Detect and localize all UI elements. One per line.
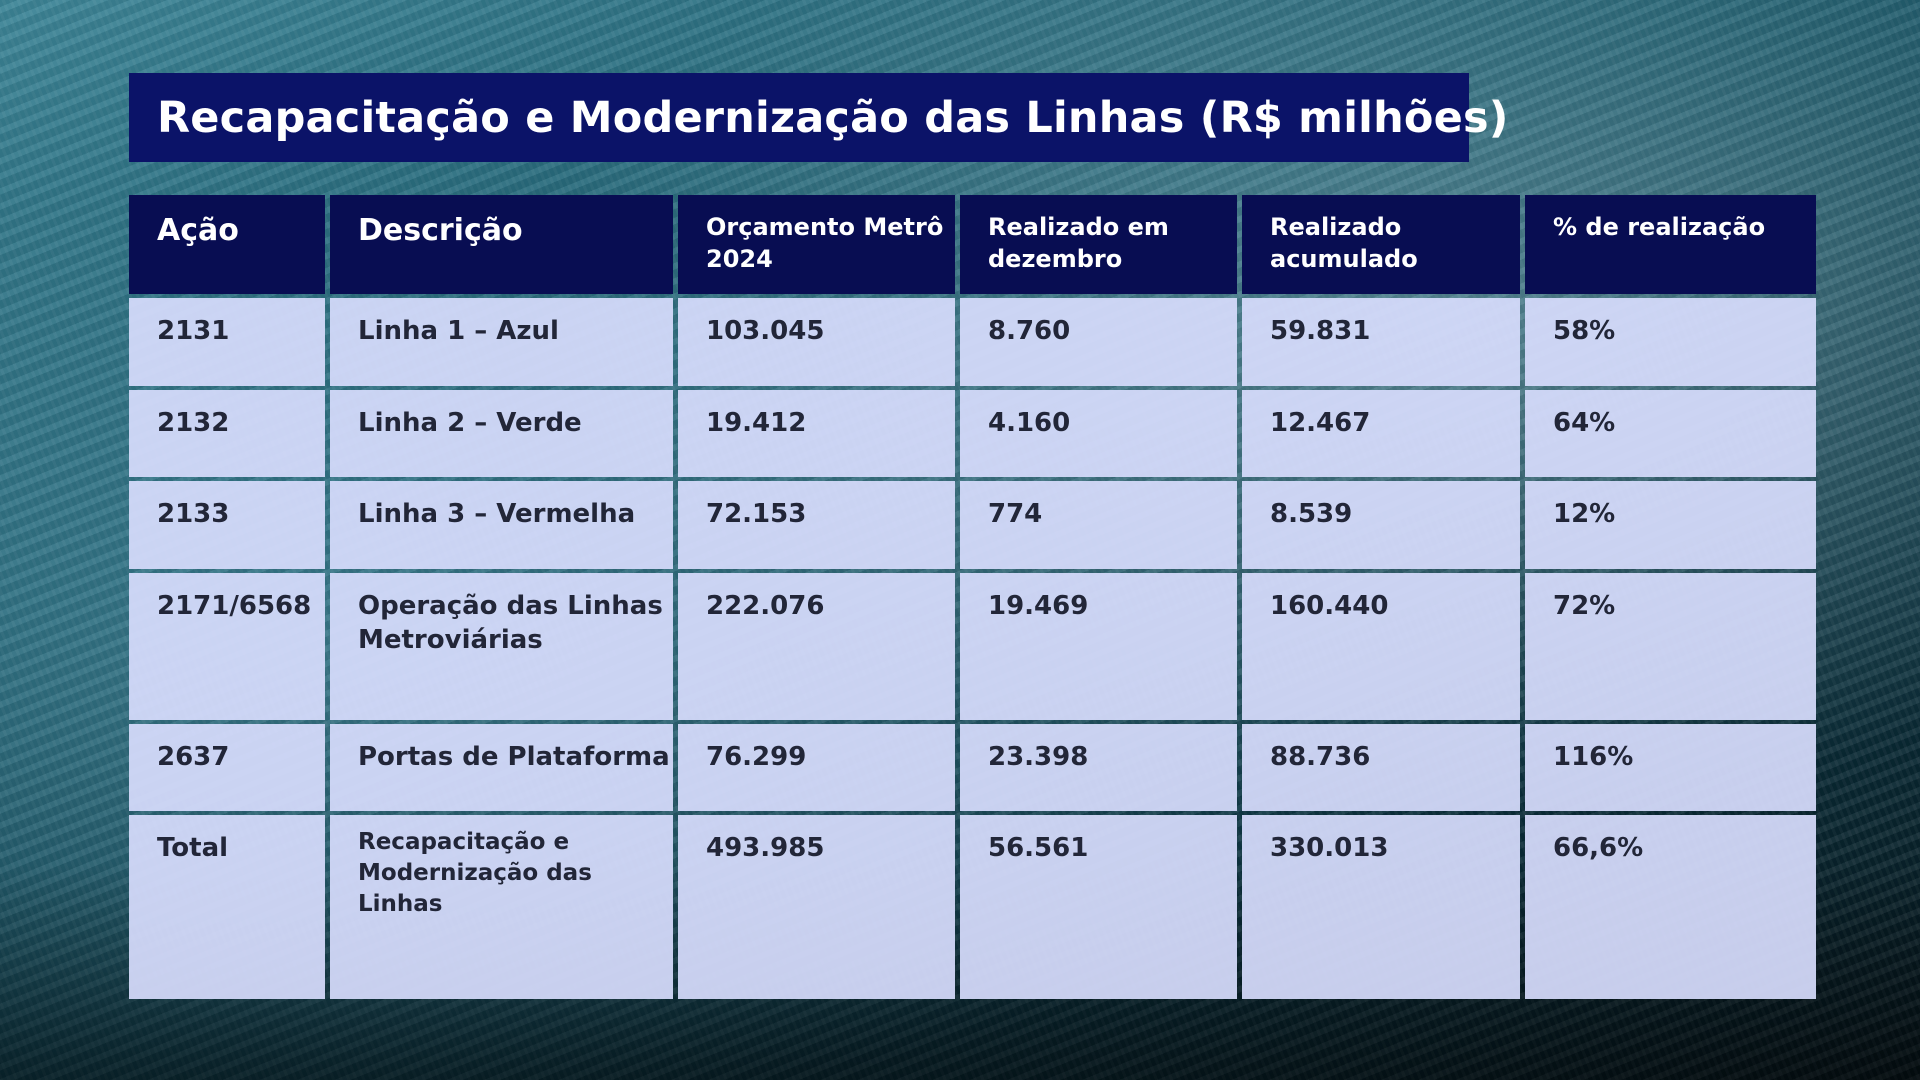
cell-percentual: 12%	[1525, 481, 1816, 569]
cell-realizado-dezembro: 56.561	[960, 815, 1237, 999]
table-row: 2133 Linha 3 – Vermelha 72.153 774 8.539…	[129, 481, 1816, 569]
table-row-total: Total Recapacitação e Modernização das L…	[129, 815, 1816, 999]
cell-realizado-acumulado: 88.736	[1242, 723, 1520, 812]
cell-percentual: 116%	[1525, 723, 1816, 812]
budget-table-container: Ação Descrição Orçamento Metrô 2024 Real…	[129, 195, 1816, 1007]
table-row: 2171/6568 Operação das Linhas Metroviári…	[129, 572, 1816, 720]
cell-orcamento: 493.985	[678, 815, 955, 999]
cell-orcamento: 76.299	[678, 723, 955, 812]
cell-realizado-acumulado: 8.539	[1242, 481, 1520, 569]
page-title: Recapacitação e Modernização das Linhas …	[157, 92, 1509, 143]
cell-percentual: 72%	[1525, 572, 1816, 720]
column-header-realizado-acumulado: Realizado acumulado	[1242, 195, 1520, 294]
cell-realizado-acumulado: 59.831	[1242, 298, 1520, 386]
cell-descricao: Portas de Plataforma	[330, 723, 673, 812]
cell-descricao: Linha 2 – Verde	[330, 389, 673, 478]
cell-realizado-dezembro: 774	[960, 481, 1237, 569]
column-header-realizado-dezembro: Realizado em dezembro	[960, 195, 1237, 294]
cell-realizado-dezembro: 4.160	[960, 389, 1237, 478]
cell-percentual: 66,6%	[1525, 815, 1816, 999]
cell-realizado-acumulado: 160.440	[1242, 572, 1520, 720]
table-row: 2131 Linha 1 – Azul 103.045 8.760 59.831…	[129, 298, 1816, 386]
cell-descricao: Linha 1 – Azul	[330, 298, 673, 386]
cell-acao: 2637	[129, 723, 325, 812]
cell-acao: Total	[129, 815, 325, 999]
budget-table: Ação Descrição Orçamento Metrô 2024 Real…	[124, 191, 1821, 1003]
title-banner: Recapacitação e Modernização das Linhas …	[129, 73, 1508, 162]
cell-acao: 2132	[129, 389, 325, 478]
cell-realizado-acumulado: 330.013	[1242, 815, 1520, 999]
column-header-acao: Ação	[129, 195, 325, 294]
cell-realizado-dezembro: 8.760	[960, 298, 1237, 386]
cell-orcamento: 222.076	[678, 572, 955, 720]
cell-orcamento: 72.153	[678, 481, 955, 569]
table-row: 2637 Portas de Plataforma 76.299 23.398 …	[129, 723, 1816, 812]
cell-realizado-dezembro: 19.469	[960, 572, 1237, 720]
cell-descricao: Recapacitação e Modernização das Linhas	[330, 815, 673, 999]
column-header-descricao: Descrição	[330, 195, 673, 294]
cell-percentual: 64%	[1525, 389, 1816, 478]
cell-acao: 2131	[129, 298, 325, 386]
cell-descricao: Operação das Linhas Metroviárias	[330, 572, 673, 720]
column-header-orcamento: Orçamento Metrô 2024	[678, 195, 955, 294]
column-header-percentual: % de realização	[1525, 195, 1816, 294]
cell-acao: 2171/6568	[129, 572, 325, 720]
cell-orcamento: 19.412	[678, 389, 955, 478]
cell-realizado-dezembro: 23.398	[960, 723, 1237, 812]
cell-realizado-acumulado: 12.467	[1242, 389, 1520, 478]
cell-descricao: Linha 3 – Vermelha	[330, 481, 673, 569]
cell-acao: 2133	[129, 481, 325, 569]
table-row: 2132 Linha 2 – Verde 19.412 4.160 12.467…	[129, 389, 1816, 478]
cell-orcamento: 103.045	[678, 298, 955, 386]
cell-percentual: 58%	[1525, 298, 1816, 386]
table-header-row: Ação Descrição Orçamento Metrô 2024 Real…	[129, 195, 1816, 294]
